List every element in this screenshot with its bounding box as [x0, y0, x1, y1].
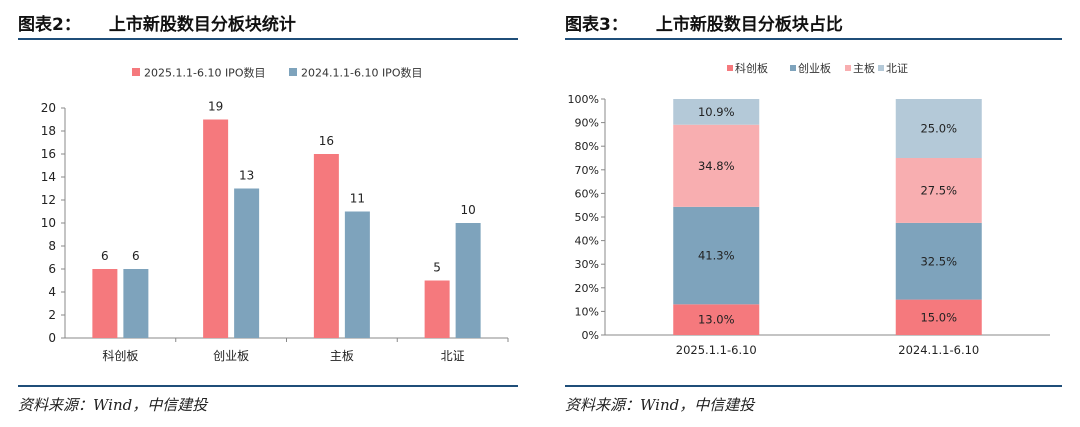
right-figure-panel: 图表3： 上市新股数目分板块占比 科创板 创业板 主板 北证 0% 10% 20% 30% 40%… [565, 0, 1062, 427]
y-tick-label: 90% [575, 117, 599, 130]
ipo-share-stacked-chart: 科创板 创业板 主板 北证 0% 10% 20% 30% 40% 50% 60% 70% 80% 90% 1… [568, 61, 1050, 357]
stacked-segment [673, 304, 760, 335]
bar-value-label: 10 [460, 203, 475, 217]
bar [344, 211, 370, 338]
y-tick-label: 40% [575, 235, 599, 248]
y-tick-label: 12 [41, 193, 56, 207]
y-tick-label: 14 [41, 170, 56, 184]
y-tick-label: 18 [41, 124, 56, 138]
y-tick-label: 0% [582, 329, 599, 342]
y-tick-label: 20% [575, 282, 599, 295]
y-tick-label: 0 [48, 331, 56, 345]
left-source-note: 资料来源：Wind，中信建投 [18, 396, 208, 414]
y-tick-label: 30% [575, 258, 599, 271]
legend-swatch [845, 65, 851, 71]
segment-value-label: 25.0% [920, 122, 957, 136]
right-figure-title-text: 上市新股数目分板块占比 [655, 15, 843, 35]
stacked-segment [673, 99, 760, 125]
legend-swatch [727, 65, 733, 71]
right-source-note: 资料来源：Wind，中信建投 [565, 396, 755, 414]
stacked-segment [895, 158, 982, 223]
bar-value-label: 11 [350, 192, 365, 206]
y-tick-label: 6 [48, 262, 56, 276]
legend-label: 北证 [886, 62, 908, 75]
segment-value-label: 15.0% [920, 310, 957, 324]
legend-label: 创业板 [798, 61, 831, 75]
x-category-label: 北证 [441, 349, 465, 363]
right-top-rule [565, 38, 1062, 40]
segment-value-label: 41.3% [698, 249, 735, 263]
bar [234, 188, 260, 338]
y-tick-label: 16 [41, 147, 56, 161]
stacked-segment [895, 222, 982, 300]
legend-swatch [289, 68, 297, 76]
bar-value-label: 19 [208, 100, 223, 114]
stacked-segment [673, 206, 760, 305]
bar [313, 154, 339, 338]
legend-swatch [790, 65, 796, 71]
stacked-segment [895, 99, 982, 158]
left-bottom-rule [18, 385, 518, 387]
bar-value-label: 6 [132, 249, 140, 263]
legend-label: 科创板 [735, 61, 768, 75]
legend-label: 2025.1.1-6.10 IPO数目 [144, 67, 265, 80]
segment-value-label: 13.0% [698, 313, 735, 327]
right-figure-title: 图表3： 上市新股数目分板块占比 [565, 10, 843, 35]
y-tick-label: 2 [48, 308, 56, 322]
bar [203, 119, 229, 338]
stacked-segment [895, 299, 982, 335]
legend-swatch [132, 68, 140, 76]
right-figure-number: 图表3： [565, 15, 628, 35]
y-tick-label: 20 [41, 101, 56, 115]
x-category-label: 科创板 [102, 349, 138, 363]
bar-value-label: 16 [319, 134, 334, 148]
stacked-segment [673, 124, 760, 207]
segment-value-label: 34.8% [698, 159, 735, 173]
bar [455, 223, 481, 338]
x-category-label: 主板 [330, 349, 354, 363]
legend-label: 主板 [853, 61, 875, 75]
segment-value-label: 32.5% [920, 254, 957, 268]
y-tick-label: 8 [48, 239, 56, 253]
left-figure-panel: 图表2： 上市新股数目分板块统计 2025.1.1-6.10 IPO数目 2024.… [18, 0, 518, 427]
bar [123, 269, 149, 338]
left-figure-title: 图表2： 上市新股数目分板块统计 [18, 10, 296, 35]
bar-value-label: 13 [239, 169, 254, 183]
bar-value-label: 6 [101, 249, 109, 263]
y-tick-label: 60% [575, 187, 599, 200]
right-bottom-rule [565, 385, 1062, 387]
x-category-label: 创业板 [213, 349, 249, 363]
y-tick-label: 4 [48, 285, 56, 299]
segment-value-label: 27.5% [920, 183, 957, 197]
y-tick-label: 50% [575, 211, 599, 224]
left-top-rule [18, 38, 518, 40]
x-category-label: 2025.1.1-6.10 [676, 343, 757, 357]
y-tick-label: 10 [41, 216, 56, 230]
bar [92, 269, 118, 338]
legend-label: 2024.1.1-6.10 IPO数目 [301, 67, 422, 80]
y-tick-label: 80% [575, 140, 599, 153]
left-figure-title-text: 上市新股数目分板块统计 [108, 15, 296, 35]
bar [424, 280, 450, 338]
y-tick-label: 100% [568, 93, 599, 106]
y-tick-label: 70% [575, 164, 599, 177]
segment-value-label: 10.9% [698, 105, 735, 119]
y-tick-label: 10% [575, 305, 599, 318]
x-category-label: 2024.1.1-6.10 [898, 343, 979, 357]
legend-swatch [878, 65, 884, 71]
left-figure-number: 图表2： [18, 15, 81, 35]
ipo-count-bar-chart: 2025.1.1-6.10 IPO数目 2024.1.1-6.10 IPO数目 0 2… [41, 67, 509, 363]
bar-value-label: 5 [433, 261, 441, 275]
